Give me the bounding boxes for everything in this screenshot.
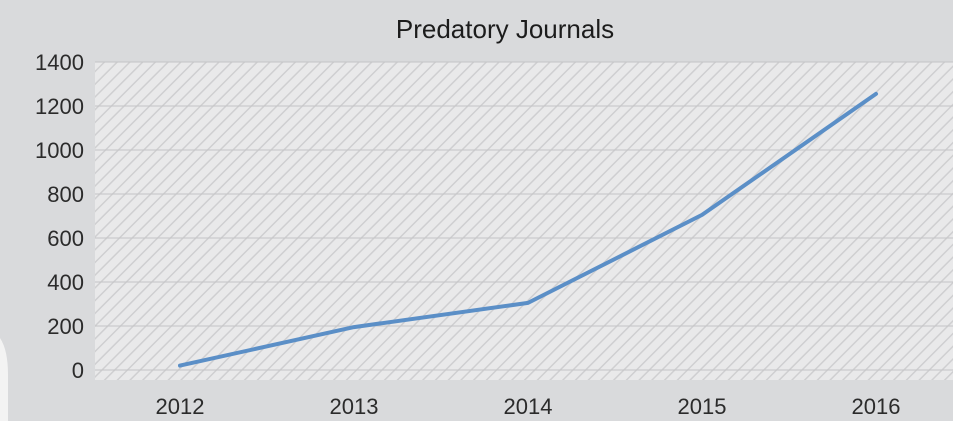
y-tick-label: 1200 xyxy=(35,94,84,119)
x-tick-label: 2012 xyxy=(156,394,205,419)
y-tick-label: 800 xyxy=(47,182,84,207)
x-tick-label: 2015 xyxy=(678,394,727,419)
plot-area xyxy=(95,62,953,380)
y-tick-label: 1400 xyxy=(35,50,84,75)
data-point xyxy=(178,364,182,368)
data-point xyxy=(874,92,878,96)
y-tick-label: 200 xyxy=(47,314,84,339)
gridlines xyxy=(95,61,953,371)
x-tick-label: 2013 xyxy=(330,394,379,419)
y-tick-label: 1000 xyxy=(35,138,84,163)
y-tick-label: 0 xyxy=(72,358,84,383)
chart-title: Predatory Journals xyxy=(396,14,614,44)
data-point xyxy=(352,325,356,329)
corner-shape xyxy=(0,338,8,421)
y-tick-label: 400 xyxy=(47,270,84,295)
data-point xyxy=(526,301,530,305)
data-points xyxy=(178,92,878,368)
data-point xyxy=(700,213,704,217)
y-axis-ticks: 0 200 400 600 800 1000 1200 1400 xyxy=(35,50,84,383)
x-tick-label: 2014 xyxy=(504,394,553,419)
y-tick-label: 600 xyxy=(47,226,84,251)
x-tick-label: 2016 xyxy=(852,394,901,419)
x-axis-ticks: 2012 2013 2014 2015 2016 xyxy=(156,394,901,419)
